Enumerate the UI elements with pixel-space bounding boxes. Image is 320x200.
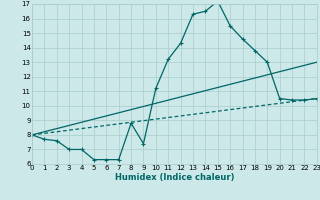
X-axis label: Humidex (Indice chaleur): Humidex (Indice chaleur): [115, 173, 234, 182]
